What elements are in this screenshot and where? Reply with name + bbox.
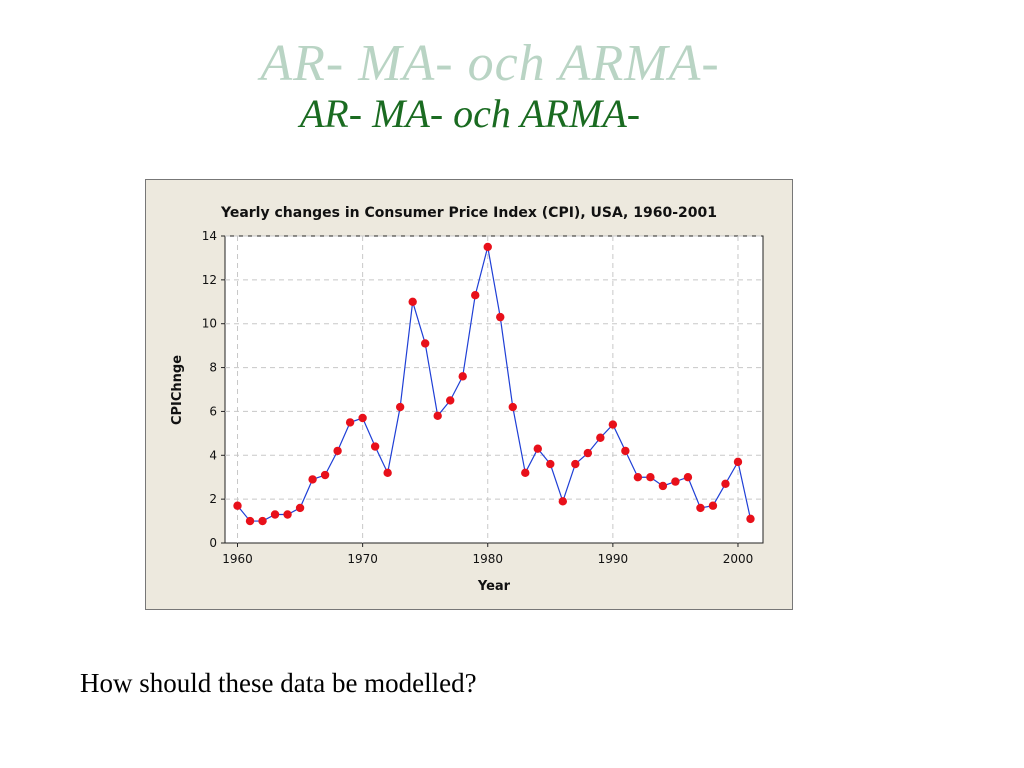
data-point xyxy=(746,514,755,524)
y-tick-label: 4 xyxy=(209,448,217,462)
data-point xyxy=(708,501,718,510)
data-point xyxy=(533,444,542,453)
y-tick-label: 0 xyxy=(209,536,217,550)
series-layer xyxy=(233,242,755,526)
data-point xyxy=(596,433,605,442)
data-point xyxy=(683,473,693,482)
plot-area xyxy=(224,235,764,544)
data-point xyxy=(333,446,342,456)
y-tick-label: 14 xyxy=(202,229,217,243)
data-point xyxy=(571,459,580,469)
slide-title: AR- MA- och ARMA- xyxy=(299,91,641,136)
data-point xyxy=(721,479,730,488)
data-point xyxy=(496,312,505,322)
data-point xyxy=(621,446,630,456)
data-point xyxy=(258,516,267,526)
data-point xyxy=(608,420,618,429)
data-point xyxy=(370,442,380,451)
data-point xyxy=(433,411,442,421)
slide-title-shadow: AR- MA- och ARMA- xyxy=(260,35,720,92)
y-tick-label: 10 xyxy=(202,317,217,331)
data-point xyxy=(483,242,492,252)
x-tick-label: 1990 xyxy=(598,552,629,566)
data-point xyxy=(420,339,430,348)
data-point xyxy=(383,468,392,478)
y-tick-label: 6 xyxy=(209,404,217,418)
data-point xyxy=(558,497,568,506)
chart-title: Yearly changes in Consumer Price Index (… xyxy=(220,205,717,221)
data-point xyxy=(671,477,680,486)
data-point xyxy=(733,457,743,467)
grid-layer xyxy=(225,235,763,543)
data-point xyxy=(583,448,593,458)
x-tick-label: 1960 xyxy=(222,552,253,566)
data-point xyxy=(295,503,305,513)
data-point xyxy=(308,475,317,484)
data-point xyxy=(546,459,555,469)
data-point xyxy=(508,402,517,412)
data-point xyxy=(521,468,530,478)
data-point xyxy=(345,418,355,427)
chart-panel: Yearly changes in Consumer Price Index (… xyxy=(145,179,793,610)
question-text: How should these data be modelled? xyxy=(80,668,477,698)
data-point xyxy=(633,473,643,482)
data-point xyxy=(245,516,255,526)
data-point xyxy=(696,503,705,513)
cpi-line-chart: Yearly changes in Consumer Price Index (… xyxy=(170,205,764,594)
y-axis-label: CPIChnge xyxy=(170,355,185,425)
axis-layer: 0 2 4 6 8 10 12 14 1960 1970 1980 1990 2000 xyxy=(202,229,754,566)
data-point xyxy=(320,470,330,480)
data-point xyxy=(233,501,242,510)
data-point xyxy=(358,413,367,423)
y-tick-label: 8 xyxy=(209,361,217,375)
data-point xyxy=(646,473,655,482)
data-point xyxy=(458,372,467,381)
x-tick-label: 1980 xyxy=(472,552,503,566)
data-point xyxy=(270,510,280,519)
x-tick-label: 2000 xyxy=(723,552,754,566)
data-point xyxy=(471,291,480,300)
y-tick-label: 12 xyxy=(202,273,217,287)
data-point xyxy=(408,297,417,306)
x-axis-label: Year xyxy=(477,579,511,594)
data-point xyxy=(658,481,668,491)
data-point xyxy=(283,510,292,519)
x-tick-label: 1970 xyxy=(347,552,378,566)
data-point xyxy=(395,402,405,412)
y-tick-label: 2 xyxy=(209,492,217,506)
data-point xyxy=(446,396,455,405)
